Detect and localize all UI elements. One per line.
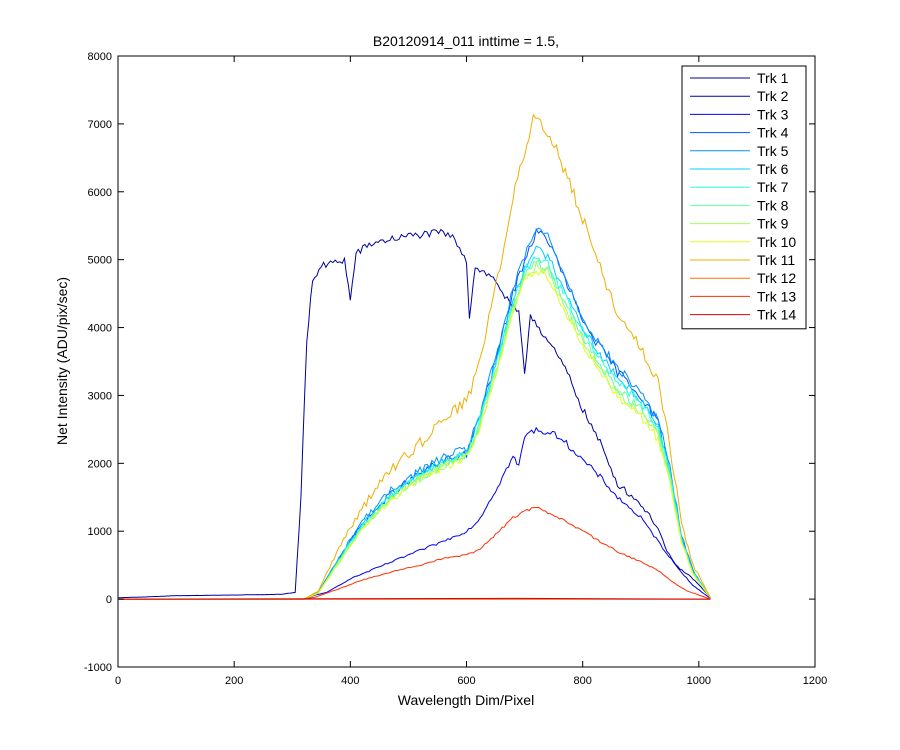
legend: Trk 1 Trk 2 Trk 3 Trk 4 Trk 5 Trk 6 Trk 7 Trk 8… — [681, 65, 807, 330]
y-tick-label: 2000 — [88, 458, 112, 470]
y-tick-label: 1000 — [88, 526, 112, 538]
legend-box — [681, 65, 807, 330]
legend-label: Trk 8 — [757, 197, 789, 213]
legend-label: Trk 1 — [757, 70, 789, 86]
x-tick-label: 0 — [115, 675, 121, 687]
legend-label: Trk 2 — [757, 88, 789, 104]
x-tick-label: 600 — [457, 675, 475, 687]
legend-label: Trk 9 — [757, 216, 789, 232]
y-tick-label: 8000 — [88, 51, 112, 63]
x-tick-label: 200 — [225, 675, 243, 687]
series-line-trk-14 — [117, 597, 711, 600]
legend-label: Trk 4 — [757, 125, 789, 141]
y-tick-label: 3000 — [88, 390, 112, 402]
x-tick-label: 800 — [573, 675, 591, 687]
legend-label: Trk 3 — [757, 106, 789, 122]
x-tick-label: 1000 — [687, 675, 711, 687]
legend-label: Trk 5 — [757, 143, 789, 159]
x-tick-label: 400 — [341, 675, 359, 687]
y-tick-label: 0 — [106, 594, 112, 606]
legend-label: Trk 14 — [757, 307, 796, 323]
legend-label: Trk 7 — [757, 179, 789, 195]
legend-label: Trk 10 — [757, 234, 796, 250]
series-line-trk-2 — [117, 228, 711, 599]
y-tick-label: 5000 — [88, 255, 112, 267]
legend-label: Trk 11 — [757, 252, 795, 268]
x-tick-label: 1200 — [803, 675, 827, 687]
series-layer — [117, 113, 711, 600]
y-tick-label: -1000 — [84, 662, 112, 674]
x-axis-label: Wavelength Dim/Pixel — [398, 692, 534, 708]
legend-label: Trk 13 — [757, 288, 796, 304]
y-tick-label: 6000 — [88, 187, 112, 199]
y-tick-label: 7000 — [88, 119, 112, 131]
y-tick-label: 4000 — [88, 323, 112, 335]
legend-label: Trk 12 — [757, 270, 796, 286]
chart-title: B20120914_011 inttime = 1.5, — [373, 33, 559, 49]
tick-layer: 0 200 400 600 800 1000 1200-100001000200030004… — [84, 51, 827, 687]
legend-label: Trk 6 — [757, 161, 789, 177]
y-axis-label: Net Intensity (ADU/pix/sec) — [54, 277, 70, 445]
